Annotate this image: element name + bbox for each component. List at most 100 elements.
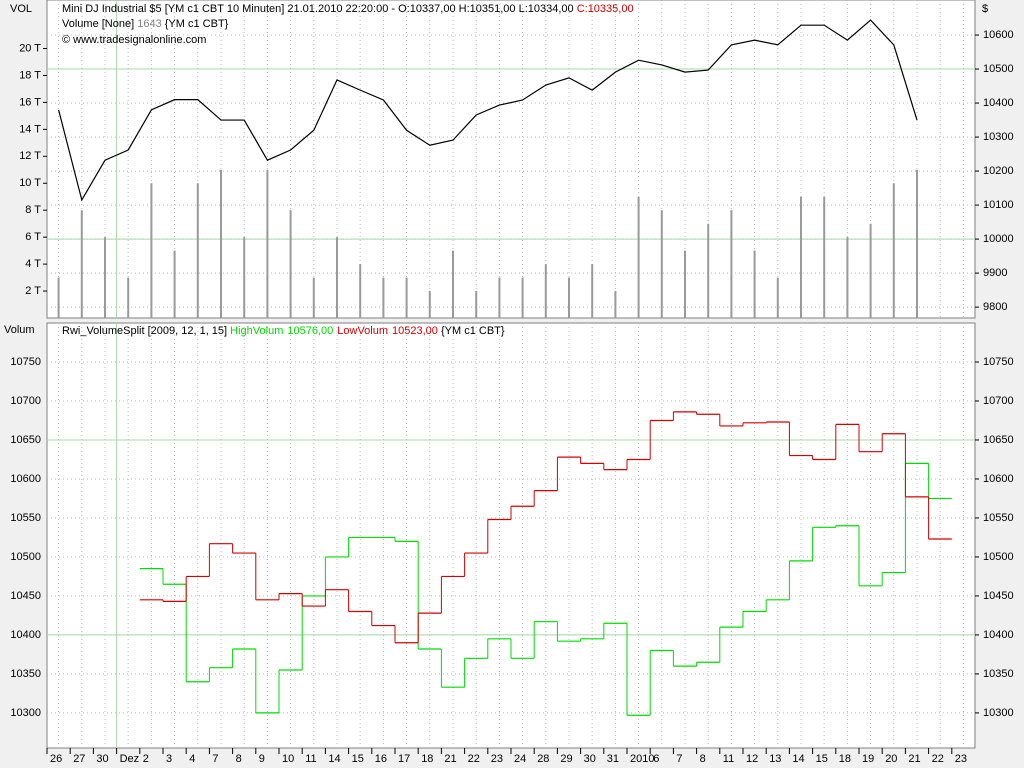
x-tick-label: 29 bbox=[560, 753, 572, 765]
y2-tick-label: 10750 bbox=[983, 356, 1014, 368]
y-tick-label: 18 T bbox=[19, 69, 41, 81]
y2-tick-label: 10650 bbox=[983, 434, 1014, 446]
x-tick-label: 2 bbox=[143, 753, 149, 765]
volume-bar bbox=[544, 264, 547, 318]
x-tick-label: 3 bbox=[166, 753, 172, 765]
x-tick-label: Dez bbox=[120, 753, 140, 765]
volume-bar bbox=[800, 196, 802, 318]
y2-tick-label: 9800 bbox=[983, 301, 1007, 313]
y-tick-label: 14 T bbox=[19, 123, 41, 135]
y2-tick-label: 10450 bbox=[983, 590, 1014, 602]
x-tick-label: 23 bbox=[491, 753, 503, 765]
x-tick-label: 18 bbox=[421, 753, 433, 765]
legend: Volume [None] 1643 {YM c1 CBT} bbox=[62, 18, 229, 30]
x-tick-label: 17 bbox=[398, 753, 410, 765]
x-tick-label: 19 bbox=[862, 753, 874, 765]
y2-tick-label: 10100 bbox=[983, 199, 1014, 211]
volume-bar bbox=[707, 223, 710, 318]
y2-axis-label: $ bbox=[982, 3, 988, 15]
volume-bar bbox=[776, 277, 779, 318]
volume-bar bbox=[243, 237, 246, 318]
legend-value: 1643 bbox=[137, 18, 161, 30]
x-tick-label: 7 bbox=[212, 753, 218, 765]
y-tick-label: 10400 bbox=[10, 629, 41, 641]
y2-tick-label: 10400 bbox=[983, 97, 1014, 109]
volume-bar bbox=[823, 196, 826, 318]
x-tick-label: 6 bbox=[653, 753, 659, 765]
volume-bar bbox=[336, 237, 338, 318]
x-tick-label: 24 bbox=[514, 753, 526, 765]
x-tick-label: 11 bbox=[305, 753, 316, 765]
x-tick-label: 12 bbox=[746, 753, 758, 765]
y2-tick-label: 9900 bbox=[983, 267, 1007, 279]
x-tick-label: 30 bbox=[584, 753, 596, 765]
volume-bar bbox=[730, 210, 733, 318]
volume-bar bbox=[846, 237, 849, 318]
y-axis-label: VOL bbox=[10, 3, 32, 15]
y2-tick-label: 10550 bbox=[983, 512, 1014, 524]
y2-tick-label: 10200 bbox=[983, 165, 1014, 177]
y-tick-label: 10700 bbox=[10, 395, 41, 407]
legend-text: Rwi_VolumeSplit [2009, 12, 1, 15] bbox=[62, 325, 230, 337]
x-tick-label: 27 bbox=[73, 753, 85, 765]
legend-value: 10576,00 bbox=[287, 325, 333, 337]
volume-bar bbox=[521, 277, 524, 318]
volume-bar bbox=[498, 277, 501, 318]
volume-bar bbox=[289, 210, 292, 318]
volume-bar bbox=[382, 277, 385, 318]
x-tick-label: 15 bbox=[816, 753, 828, 765]
x-tick-label: 9 bbox=[259, 753, 265, 765]
y-tick-label: 16 T bbox=[19, 96, 41, 108]
x-tick-label: 26 bbox=[50, 753, 62, 765]
y2-tick-label: 10500 bbox=[983, 551, 1014, 563]
y-tick-label: 10450 bbox=[10, 590, 41, 602]
x-tick-label: 20 bbox=[885, 753, 897, 765]
x-tick-label: 30 bbox=[96, 753, 108, 765]
x-tick-label: 11 bbox=[723, 753, 734, 765]
x-tick-label: 14 bbox=[328, 753, 340, 765]
price-line bbox=[58, 19, 918, 202]
volume-bar bbox=[80, 210, 83, 318]
y2-tick-label: 10350 bbox=[983, 668, 1014, 680]
y-tick-label: 10300 bbox=[10, 707, 41, 719]
y-tick-label: 10750 bbox=[10, 356, 41, 368]
volume-bar bbox=[150, 183, 153, 318]
x-tick-label: 15 bbox=[352, 753, 364, 765]
x-tick-label: 4 bbox=[189, 753, 195, 765]
x-tick-label: 22 bbox=[468, 753, 480, 765]
y2-tick-label: 10300 bbox=[983, 131, 1014, 143]
volume-bar bbox=[753, 250, 756, 318]
y-tick-label: 20 T bbox=[19, 42, 41, 54]
y-tick-label: 4 T bbox=[25, 258, 41, 270]
y-tick-label: 6 T bbox=[25, 231, 41, 243]
volume-bar bbox=[916, 169, 918, 318]
top-panel bbox=[46, 0, 976, 319]
x-tick-label: 16 bbox=[375, 753, 387, 765]
volume-bar bbox=[104, 237, 106, 318]
y2-tick-label: 10000 bbox=[983, 233, 1014, 245]
x-tick-label: 23 bbox=[955, 753, 967, 765]
y2-tick-label: 10400 bbox=[983, 629, 1014, 641]
x-tick-label: 13 bbox=[769, 753, 781, 765]
legend-value: 10523,00 bbox=[392, 325, 438, 337]
x-tick-label: 2010 bbox=[630, 753, 654, 765]
volume-bar bbox=[220, 169, 222, 318]
legend-name: HighVolum bbox=[230, 325, 283, 337]
y-tick-label: 2 T bbox=[25, 285, 41, 297]
volume-bar bbox=[173, 250, 176, 318]
x-tick-label: 7 bbox=[676, 753, 682, 765]
volume-bar bbox=[684, 250, 686, 318]
y-tick-label: 10 T bbox=[19, 177, 41, 189]
y2-tick-label: 10500 bbox=[983, 63, 1014, 75]
legend-name: LowVolum bbox=[337, 325, 388, 337]
x-tick-label: 31 bbox=[607, 753, 619, 765]
x-tick-label: 21 bbox=[908, 753, 920, 765]
y-axis-label: Volum bbox=[4, 324, 35, 336]
volume-bar bbox=[475, 291, 478, 318]
y-tick-label: 10350 bbox=[10, 668, 41, 680]
y-tick-label: 10600 bbox=[10, 473, 41, 485]
legend: Rwi_VolumeSplit [2009, 12, 1, 15] HighVo… bbox=[62, 325, 505, 337]
legend-text: Volume [None] bbox=[62, 18, 137, 30]
y2-tick-label: 10600 bbox=[983, 29, 1014, 41]
